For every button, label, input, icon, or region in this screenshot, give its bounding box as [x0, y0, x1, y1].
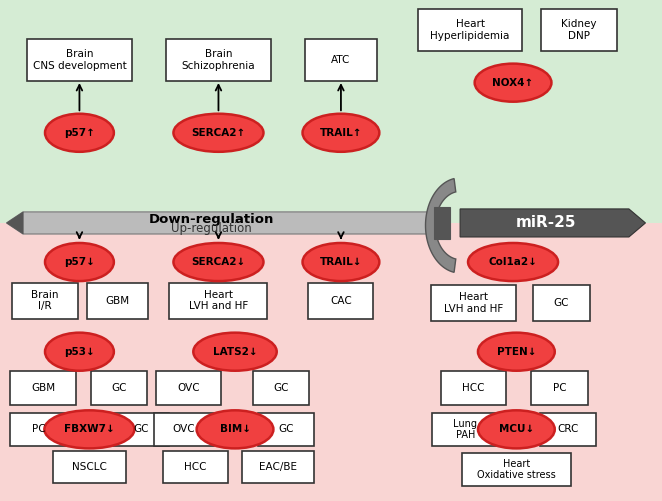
- FancyBboxPatch shape: [533, 285, 589, 321]
- FancyBboxPatch shape: [10, 371, 76, 405]
- Text: Heart
LVH and HF: Heart LVH and HF: [444, 292, 503, 314]
- Text: GBM: GBM: [31, 383, 55, 393]
- FancyBboxPatch shape: [91, 371, 147, 405]
- Text: Brain
Schizophrenia: Brain Schizophrenia: [181, 49, 256, 71]
- FancyBboxPatch shape: [531, 371, 587, 405]
- FancyBboxPatch shape: [27, 39, 132, 81]
- Text: p57↓: p57↓: [64, 257, 95, 267]
- Polygon shape: [426, 178, 456, 273]
- Text: OVC: OVC: [173, 424, 195, 434]
- Text: GC: GC: [273, 383, 289, 393]
- Text: EAC/BE: EAC/BE: [259, 462, 297, 472]
- Text: PC: PC: [553, 383, 566, 393]
- Ellipse shape: [303, 243, 379, 281]
- FancyBboxPatch shape: [441, 371, 506, 405]
- FancyBboxPatch shape: [540, 413, 596, 446]
- FancyBboxPatch shape: [87, 283, 148, 319]
- Polygon shape: [460, 209, 645, 237]
- Text: Heart
Hyperlipidemia: Heart Hyperlipidemia: [430, 19, 510, 41]
- FancyBboxPatch shape: [169, 283, 267, 319]
- FancyBboxPatch shape: [163, 451, 228, 483]
- Ellipse shape: [173, 243, 263, 281]
- Text: CAC: CAC: [330, 296, 352, 306]
- Text: SERCA2↑: SERCA2↑: [191, 128, 246, 138]
- Text: GC: GC: [278, 424, 294, 434]
- Text: HCC: HCC: [184, 462, 207, 472]
- Text: BIM↓: BIM↓: [220, 424, 250, 434]
- Text: TRAIL↑: TRAIL↑: [320, 128, 362, 138]
- Ellipse shape: [478, 410, 555, 448]
- Text: MCU↓: MCU↓: [498, 424, 534, 434]
- Text: NOX4↑: NOX4↑: [493, 78, 534, 88]
- Text: ATC: ATC: [331, 55, 351, 65]
- Text: PC: PC: [32, 424, 45, 434]
- FancyBboxPatch shape: [154, 413, 214, 446]
- FancyBboxPatch shape: [113, 413, 169, 446]
- Ellipse shape: [173, 114, 263, 152]
- Ellipse shape: [475, 64, 551, 102]
- FancyBboxPatch shape: [242, 451, 314, 483]
- Text: Col1a2↓: Col1a2↓: [489, 257, 538, 267]
- FancyBboxPatch shape: [432, 413, 498, 446]
- FancyBboxPatch shape: [461, 453, 571, 486]
- Text: Brain
CNS development: Brain CNS development: [32, 49, 126, 71]
- FancyBboxPatch shape: [308, 283, 373, 319]
- Ellipse shape: [44, 410, 134, 448]
- Text: p57↑: p57↑: [64, 128, 95, 138]
- Text: SERCA2↓: SERCA2↓: [191, 257, 246, 267]
- Text: PTEN↓: PTEN↓: [496, 347, 536, 357]
- Text: p53↓: p53↓: [64, 347, 95, 357]
- FancyBboxPatch shape: [11, 413, 66, 446]
- Polygon shape: [7, 212, 444, 234]
- Text: Down-regulation: Down-regulation: [149, 213, 275, 226]
- FancyBboxPatch shape: [541, 9, 617, 52]
- Text: FBXW7↓: FBXW7↓: [64, 424, 115, 434]
- Text: CRC: CRC: [557, 424, 579, 434]
- Ellipse shape: [468, 243, 558, 281]
- Text: GC: GC: [111, 383, 127, 393]
- Ellipse shape: [478, 333, 555, 371]
- Ellipse shape: [197, 410, 273, 448]
- Ellipse shape: [303, 114, 379, 152]
- FancyBboxPatch shape: [305, 39, 377, 81]
- FancyBboxPatch shape: [166, 39, 271, 81]
- Text: Heart
LVH and HF: Heart LVH and HF: [189, 290, 248, 312]
- Ellipse shape: [45, 333, 114, 371]
- FancyBboxPatch shape: [418, 9, 522, 52]
- Text: GC: GC: [553, 298, 569, 308]
- Ellipse shape: [45, 114, 114, 152]
- Bar: [434, 206, 450, 239]
- Bar: [0, 223, 662, 501]
- FancyBboxPatch shape: [431, 285, 516, 321]
- Text: NSCLC: NSCLC: [72, 462, 107, 472]
- FancyBboxPatch shape: [156, 371, 221, 405]
- Text: OVC: OVC: [177, 383, 200, 393]
- Text: Heart
Oxidative stress: Heart Oxidative stress: [477, 458, 555, 480]
- Text: TRAIL↓: TRAIL↓: [320, 257, 362, 267]
- FancyBboxPatch shape: [53, 451, 126, 483]
- Bar: [0, 0, 662, 223]
- FancyBboxPatch shape: [258, 413, 314, 446]
- Text: Kidney
DNP: Kidney DNP: [561, 19, 597, 41]
- Text: Up-regulation: Up-regulation: [171, 222, 252, 235]
- Text: miR-25: miR-25: [516, 215, 577, 230]
- Text: LATS2↓: LATS2↓: [213, 347, 258, 357]
- FancyBboxPatch shape: [253, 371, 309, 405]
- Ellipse shape: [45, 243, 114, 281]
- Text: HCC: HCC: [462, 383, 485, 393]
- Ellipse shape: [193, 333, 277, 371]
- Text: Lung
PAH: Lung PAH: [453, 418, 477, 440]
- Text: GC: GC: [133, 424, 149, 434]
- Text: Brain
I/R: Brain I/R: [31, 290, 59, 312]
- Text: GBM: GBM: [106, 296, 130, 306]
- FancyBboxPatch shape: [12, 283, 78, 319]
- Polygon shape: [7, 212, 23, 234]
